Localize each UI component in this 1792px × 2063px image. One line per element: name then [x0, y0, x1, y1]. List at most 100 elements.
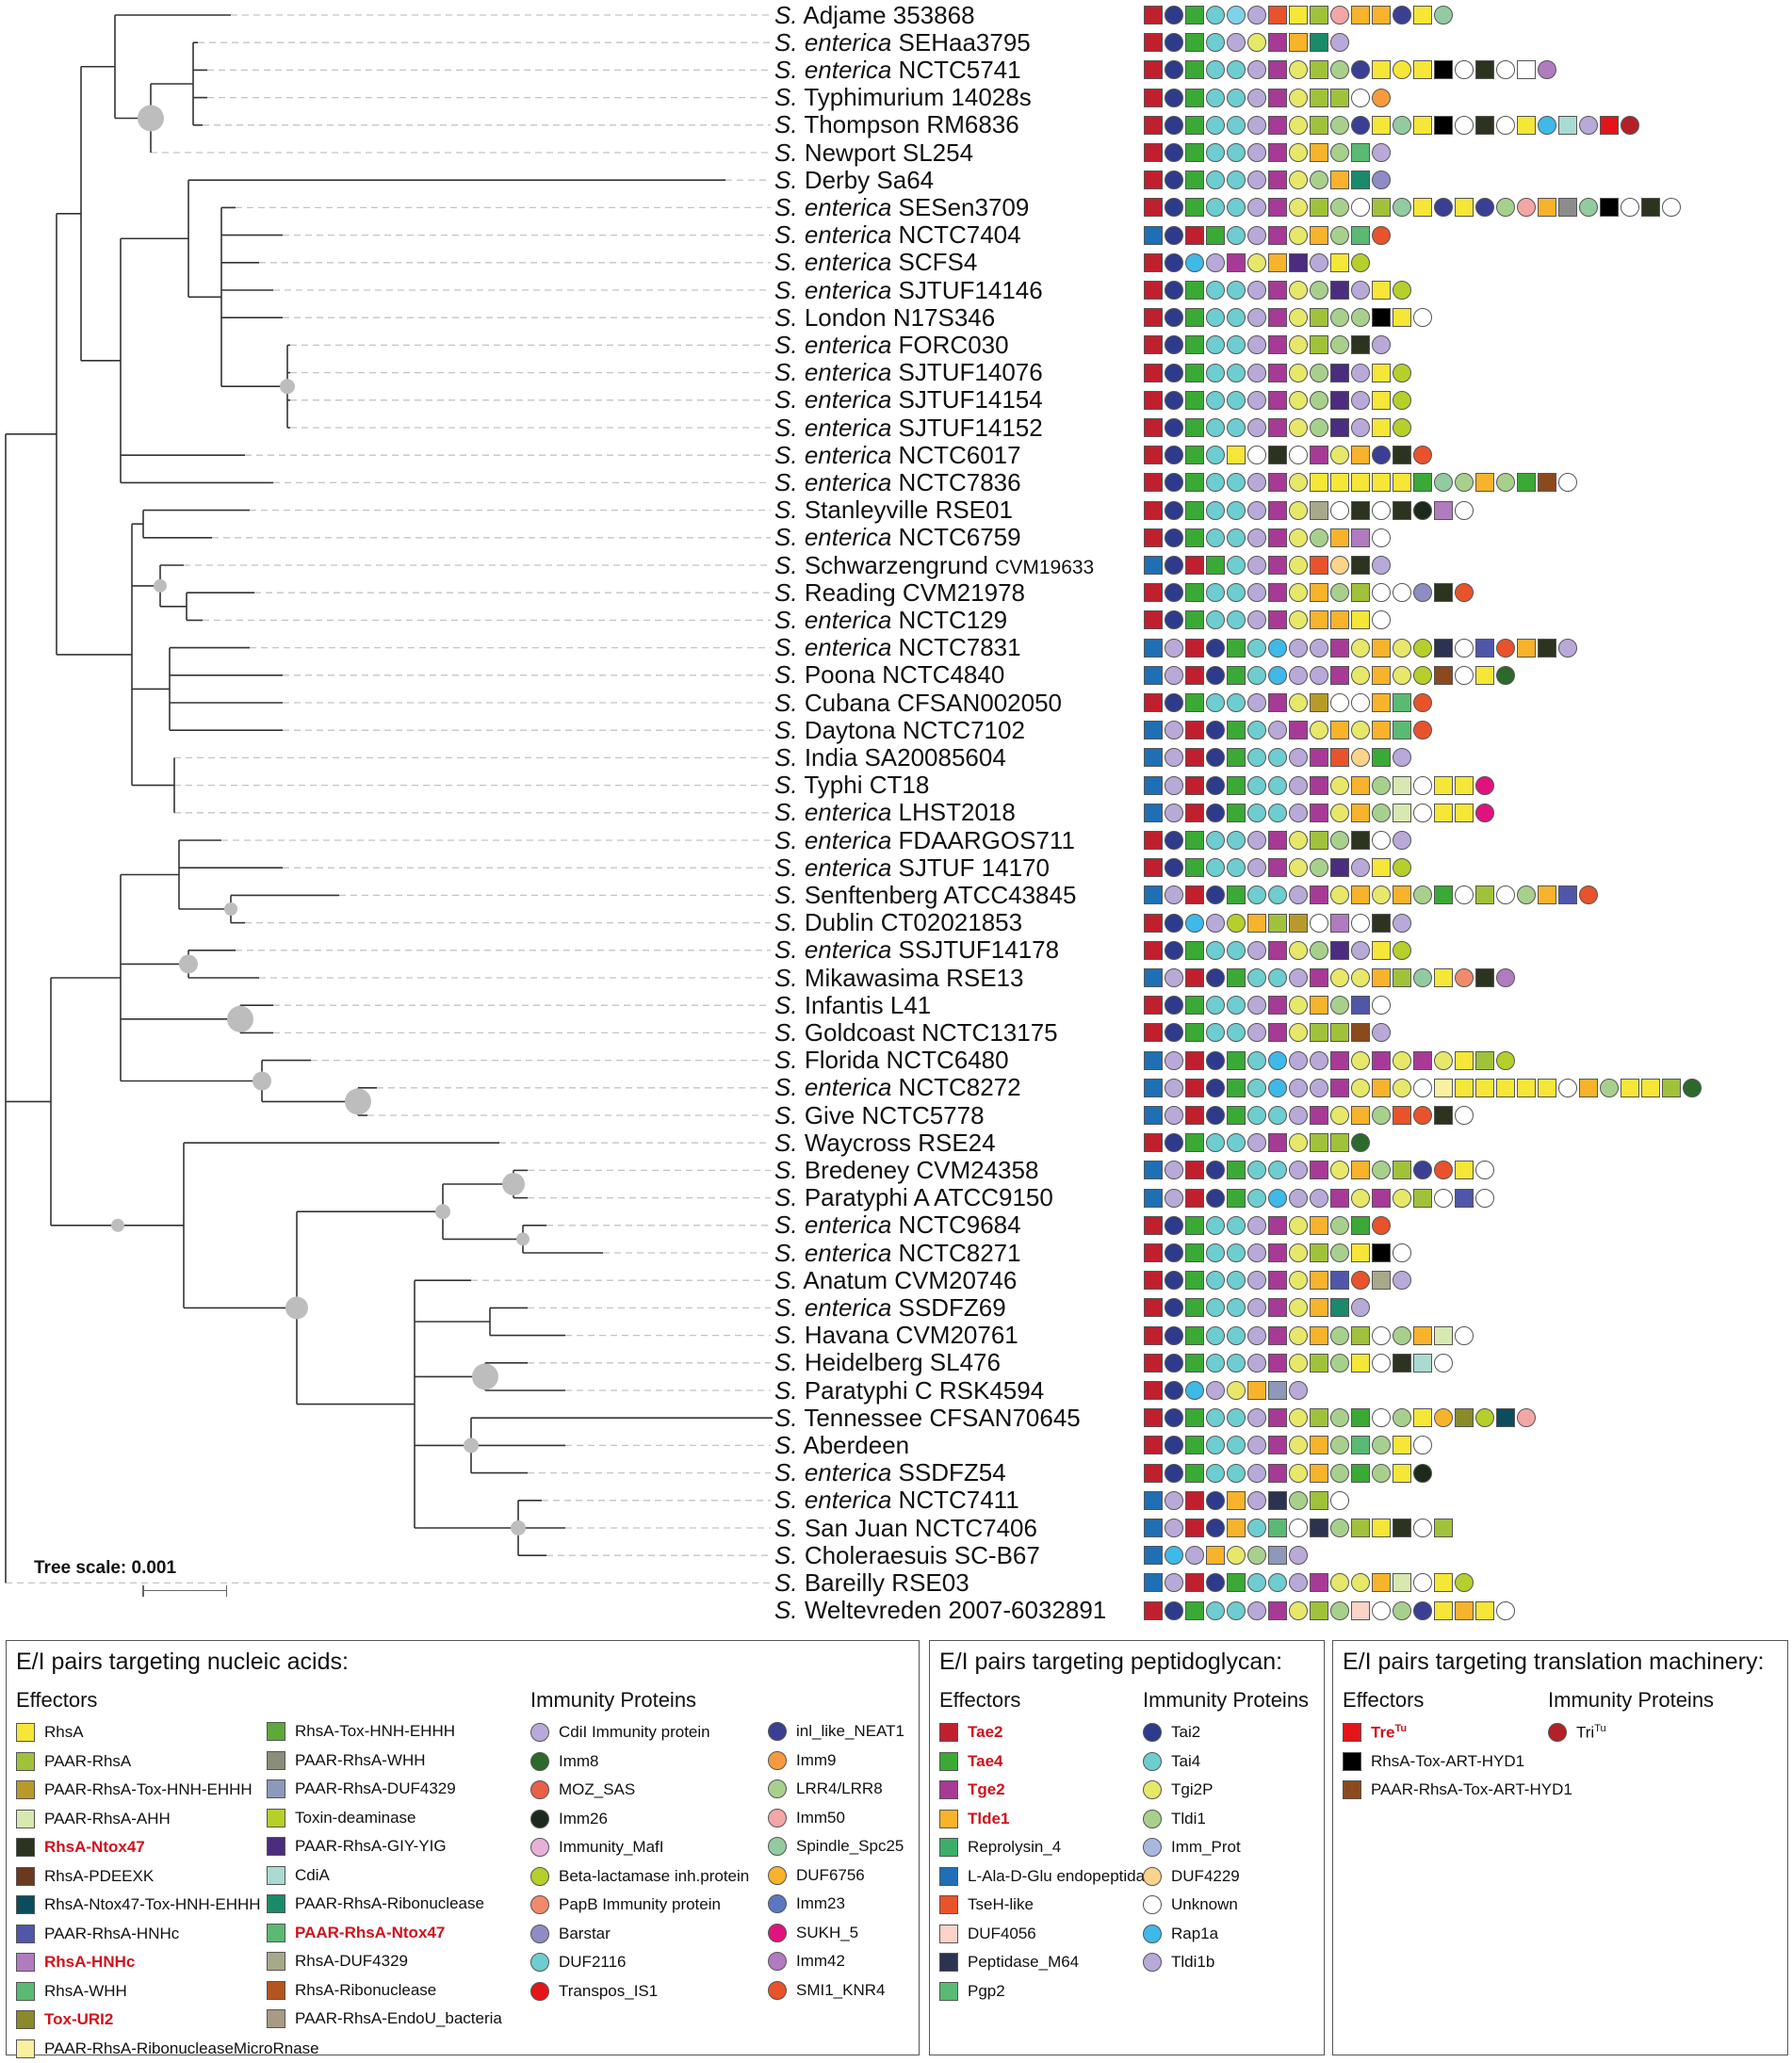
immunity-marker	[1206, 1023, 1225, 1042]
taxon-genus: S.	[774, 1156, 798, 1184]
legend-item: Tae2	[939, 1718, 1162, 1747]
taxon-genus: S.	[774, 853, 798, 882]
taxon-genus: S.	[774, 1321, 798, 1349]
taxon-species: enterica	[805, 193, 892, 221]
effector-marker	[1351, 1601, 1370, 1620]
effector-marker	[1185, 996, 1204, 1015]
effector-marker	[1351, 226, 1370, 245]
immunity-marker	[1206, 1216, 1225, 1235]
immunity-marker	[1517, 1408, 1536, 1427]
immunity-marker	[1165, 1491, 1183, 1510]
immunity-marker	[1206, 473, 1225, 492]
immunity-marker	[1413, 1519, 1432, 1537]
taxon-species: enterica	[805, 1239, 892, 1267]
effector-marker	[1144, 1601, 1163, 1620]
immunity-marker	[1206, 721, 1225, 739]
taxon-species: enterica	[805, 1293, 892, 1322]
legend-item: SUKH_5	[768, 1919, 904, 1948]
taxon-genus: S.	[774, 1046, 798, 1074]
immunity-marker	[1165, 776, 1183, 795]
effector-marker	[1227, 885, 1246, 904]
immunity-marker	[1206, 1298, 1225, 1317]
immunity-marker	[1227, 858, 1246, 877]
effector-marker	[1268, 941, 1287, 960]
immunity-marker	[1289, 391, 1308, 410]
immunity-marker	[1330, 885, 1349, 904]
marker-row	[1144, 32, 1349, 53]
taxon-label: S. enterica SSDFZ69	[774, 1294, 1006, 1322]
immunity-marker	[1227, 1298, 1246, 1317]
immunity-marker	[1310, 418, 1328, 437]
legend-square-swatch	[267, 1866, 285, 1885]
immunity-marker	[1351, 281, 1370, 300]
marker-row	[1144, 747, 1411, 768]
marker-row	[1144, 390, 1411, 411]
effector-marker	[1268, 914, 1287, 933]
effector-marker	[1372, 941, 1391, 960]
legend-label: L-Ala-D-Glu endopeptidase	[968, 1867, 1162, 1886]
effector-marker	[1517, 473, 1536, 492]
marker-row	[1144, 417, 1411, 438]
taxon-species: Poona	[805, 660, 875, 689]
effector-marker	[1413, 1354, 1432, 1373]
taxon-species: Paratyphi A	[805, 1183, 929, 1211]
taxon-species: Mikawasima	[805, 964, 939, 992]
effector-marker	[1372, 6, 1391, 24]
immunity-marker	[1206, 60, 1225, 79]
effector-marker	[1185, 1519, 1204, 1537]
immunity-marker	[1227, 391, 1246, 410]
effector-marker	[1185, 1133, 1204, 1152]
immunity-marker	[1289, 116, 1308, 135]
legend-square-swatch	[267, 1952, 285, 1971]
immunity-marker	[1247, 776, 1266, 795]
legend-item: Pgp2	[939, 1977, 1162, 2006]
legend-circle-swatch	[768, 1866, 787, 1885]
legend-item: Imm23	[768, 1890, 904, 1919]
effector-marker	[1310, 1519, 1328, 1537]
taxon-strain: RSE03	[891, 1568, 969, 1597]
effector-marker	[1268, 1381, 1287, 1400]
effector-marker	[1310, 60, 1328, 79]
immunity-marker	[1351, 418, 1370, 437]
immunity-marker	[1165, 364, 1183, 382]
taxon-species: Waycross	[805, 1129, 911, 1157]
taxon-strain: SSDFZ54	[899, 1458, 1006, 1486]
immunity-marker	[1206, 1079, 1225, 1097]
immunity-marker	[1206, 804, 1225, 822]
taxon-strain: Sa64	[876, 166, 934, 194]
effector-marker	[1310, 335, 1328, 354]
marker-row	[1144, 252, 1370, 273]
taxon-label: S. Reading CVM21978	[774, 579, 1025, 607]
immunity-marker	[1206, 1161, 1225, 1179]
immunity-marker	[1289, 364, 1308, 382]
taxon-strain: NCTC8271	[899, 1239, 1021, 1267]
immunity-marker	[1247, 1023, 1266, 1042]
immunity-marker	[1206, 748, 1225, 767]
taxon-genus: S.	[774, 358, 798, 386]
taxon-strain: NCTC7404	[899, 220, 1021, 249]
effector-marker	[1475, 60, 1494, 79]
bootstrap-node	[516, 1232, 529, 1245]
immunity-marker	[1247, 1189, 1266, 1208]
legend-square-swatch	[1343, 1752, 1361, 1771]
effector-marker	[1185, 1271, 1204, 1290]
immunity-marker	[1289, 693, 1308, 712]
effector-marker	[1310, 1243, 1328, 1262]
taxon-species: enterica	[805, 853, 892, 882]
effector-marker	[1330, 1079, 1349, 1097]
effector-marker	[1310, 89, 1328, 107]
effector-marker	[1310, 693, 1328, 712]
bootstrap-node	[435, 1204, 450, 1219]
immunity-marker	[1165, 610, 1183, 629]
legend-label: Barstar	[559, 1925, 611, 1943]
legend-label: Imm23	[796, 1894, 845, 1913]
effector-marker	[1558, 885, 1577, 904]
immunity-marker	[1247, 143, 1266, 162]
immunity-marker	[1247, 941, 1266, 960]
effector-marker	[1206, 226, 1225, 245]
effector-marker	[1351, 1464, 1370, 1483]
legend-item: Toxin-deaminase	[267, 1804, 502, 1833]
legend-nucleic-acids: E/I pairs targeting nucleic acids: Effec…	[6, 1640, 920, 2055]
immunity-marker	[1330, 1573, 1349, 1592]
marker-row	[1144, 1463, 1432, 1484]
